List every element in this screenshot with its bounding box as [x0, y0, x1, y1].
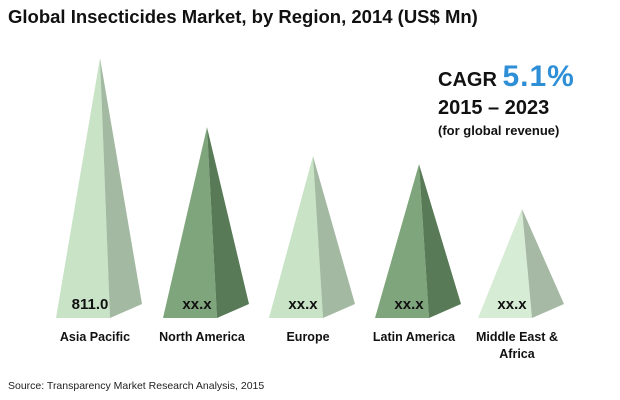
pyramid-front-face [269, 156, 323, 318]
pyramid-side-face [207, 127, 249, 319]
pyramid-value-label: xx.x [394, 296, 424, 313]
pyramid-value-label: xx.x [497, 296, 527, 313]
pyramid-front-face [375, 164, 429, 318]
pyramid-side-face [100, 58, 142, 318]
pyramid-front-face [56, 58, 110, 318]
pyramid-value-label: 811.0 [72, 296, 109, 313]
cagr-callout: CAGR 5.1% 2015 – 2023 (for global revenu… [438, 62, 575, 141]
category-label: North America [159, 330, 246, 344]
value-label-group: 811.0 xx.x xx.x xx.x xx.x [72, 296, 528, 313]
category-label: Middle East & [476, 330, 558, 344]
cagr-label: CAGR [438, 69, 497, 91]
pyramid-value-label: xx.x [288, 296, 318, 313]
pyramid-front-face [478, 208, 532, 318]
pyramid-group [56, 58, 564, 319]
category-label: Latin America [373, 330, 456, 344]
chart-title: Global Insecticides Market, by Region, 2… [8, 6, 478, 27]
category-label: Europe [286, 330, 329, 344]
pyramid-side-face [419, 164, 461, 318]
pyramid-side-face [313, 156, 355, 318]
pyramid-value-label: xx.x [182, 296, 212, 313]
pyramid-side-face [522, 208, 564, 318]
cagr-note: (for global revenue) [438, 123, 560, 138]
category-label: Africa [499, 347, 535, 361]
category-label-group: Asia Pacific North America Europe Latin Ame… [60, 330, 558, 361]
category-label: Asia Pacific [60, 330, 130, 344]
pyramid-front-face [163, 127, 217, 319]
cagr-value: 5.1% [502, 60, 575, 93]
cagr-period: 2015 – 2023 [438, 97, 550, 119]
source-note: Source: Transparency Market Research Ana… [8, 380, 265, 392]
